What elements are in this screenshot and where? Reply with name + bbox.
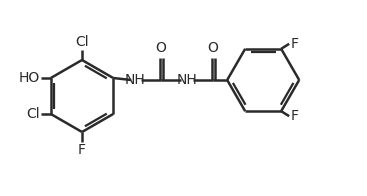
Text: Cl: Cl xyxy=(26,107,40,121)
Text: F: F xyxy=(78,143,86,157)
Text: F: F xyxy=(290,37,298,51)
Text: Cl: Cl xyxy=(75,35,89,49)
Text: NH: NH xyxy=(177,73,197,87)
Text: O: O xyxy=(208,41,219,55)
Text: F: F xyxy=(290,109,298,123)
Text: NH: NH xyxy=(125,73,146,87)
Text: HO: HO xyxy=(19,71,40,85)
Text: O: O xyxy=(156,41,167,55)
